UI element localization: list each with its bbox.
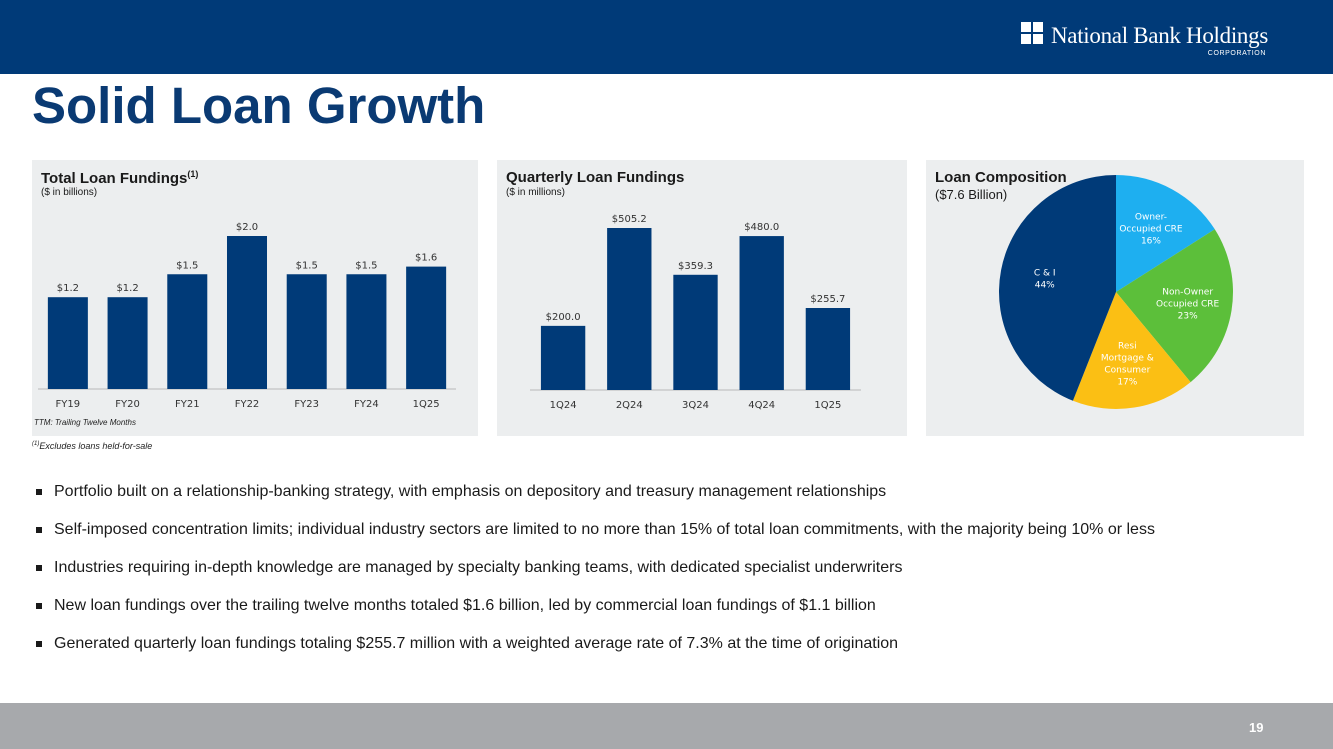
data-label: $505.2 [612,214,647,225]
slice-label: Non-Owner [1162,287,1213,297]
data-label: $1.5 [176,260,198,271]
quarterly-loan-fundings-chart: $200.0 1Q24 $505.2 2Q24 $359.3 3Q24 $480.0 4Q24… [530,214,861,411]
panel-subtitle: ($7.6 Billion) [935,187,1008,202]
x-tick-label: 4Q24 [748,400,775,411]
panel-title: Quarterly Loan Fundings [506,169,685,186]
x-tick-label: FY19 [56,399,81,410]
x-tick-label: 3Q24 [682,400,709,411]
bar [167,274,208,389]
logo-subtext: CORPORATION [1207,50,1266,57]
x-tick-label: FY23 [294,399,319,410]
bar [540,325,586,390]
data-label: $2.0 [236,222,258,233]
footer-bar: 19 [0,703,1333,749]
bar [47,297,88,389]
panel-subtitle: ($ in millions) [506,187,565,198]
slice-label: 44% [1035,280,1055,290]
bullet-item: Portfolio built on a relationship-bankin… [36,482,1286,502]
x-tick-label: FY21 [175,399,200,410]
ttm-note: TTM: Trailing Twelve Months [34,418,136,427]
bullet-list: Portfolio built on a relationship-bankin… [36,482,1286,672]
slice-label: 16% [1141,236,1161,246]
data-label: $359.3 [678,261,713,272]
pie-slice [1116,229,1233,383]
panel-title: Total Loan Fundings(1) [41,169,199,187]
pie-slice [1116,175,1215,292]
bar [346,274,387,389]
bullet-item: Self-imposed concentration limits; indiv… [36,520,1286,540]
slice-label: Resi [1118,342,1137,352]
data-label: $255.7 [810,294,845,305]
bar [107,297,148,389]
bar [607,228,652,390]
x-tick-label: 1Q25 [413,399,440,410]
data-label: $480.0 [744,222,779,233]
bullet-square-icon [36,603,42,609]
slice-label: Mortgage & [1101,354,1154,364]
total-loan-fundings-panel: Total Loan Fundings(1) ($ in billions) $… [32,160,478,436]
slice-label: Owner- [1135,212,1167,222]
bullet-square-icon [36,489,42,495]
x-tick-label: 1Q24 [550,400,577,411]
bar [406,266,447,389]
bullet-square-icon [36,527,42,533]
bullet-square-icon [36,565,42,571]
bar [286,274,327,389]
bar [739,236,784,390]
data-label: $1.2 [116,283,138,294]
loan-composition-pie: Owner- Occupied CRE 16% Non-Owner Occupied C… [999,175,1233,409]
panel-subtitle: ($ in billions) [41,187,98,198]
bullet-square-icon [36,641,42,647]
footnote: (1)Excludes loans held-for-sale [32,441,153,451]
page-title: Solid Loan Growth [32,77,486,134]
slice-label: C & I [1034,268,1056,278]
bullet-item: New loan fundings over the trailing twel… [36,596,1286,616]
logo-mark-icon [1021,22,1044,45]
total-loan-fundings-chart: $1.2 FY19 $1.2 FY20 $1.5 FY21 $2.0 FY22 $1.5 FY23… [38,222,456,410]
pie-slice [999,175,1116,401]
slice-label: Occupied CRE [1156,299,1220,309]
x-tick-label: 1Q25 [814,400,841,411]
bullet-item: Generated quarterly loan fundings totali… [36,634,1286,654]
data-label: $1.5 [355,260,377,271]
bar [226,236,268,389]
loan-composition-panel: Loan Composition ($7.6 Billion) Owner- Oc… [926,160,1304,436]
data-label: $1.2 [57,283,79,294]
data-label: $200.0 [546,312,581,323]
slice-label: 23% [1178,311,1198,321]
x-tick-label: FY24 [354,399,379,410]
x-tick-label: FY20 [115,399,140,410]
company-logo: National Bank Holdings CORPORATION [1021,22,1268,62]
slice-label: 17% [1117,378,1137,388]
data-label: $1.5 [296,260,318,271]
pie-slice [1072,292,1191,409]
slice-label: Consumer [1104,366,1150,376]
quarterly-loan-fundings-panel: Quarterly Loan Fundings ($ in millions) … [497,160,907,436]
slice-label: Occupied CRE [1119,224,1183,234]
panel-title: Loan Composition [935,169,1067,186]
data-label: $1.6 [415,253,437,264]
bullet-item: Industries requiring in-depth knowledge … [36,558,1286,578]
x-tick-label: FY22 [235,399,260,410]
bar [673,274,718,390]
x-tick-label: 2Q24 [616,400,643,411]
bar [805,308,851,390]
page-number: 19 [1249,720,1264,735]
logo-text: National Bank Holdings [1051,23,1268,48]
header-bar: National Bank Holdings CORPORATION [0,0,1333,74]
